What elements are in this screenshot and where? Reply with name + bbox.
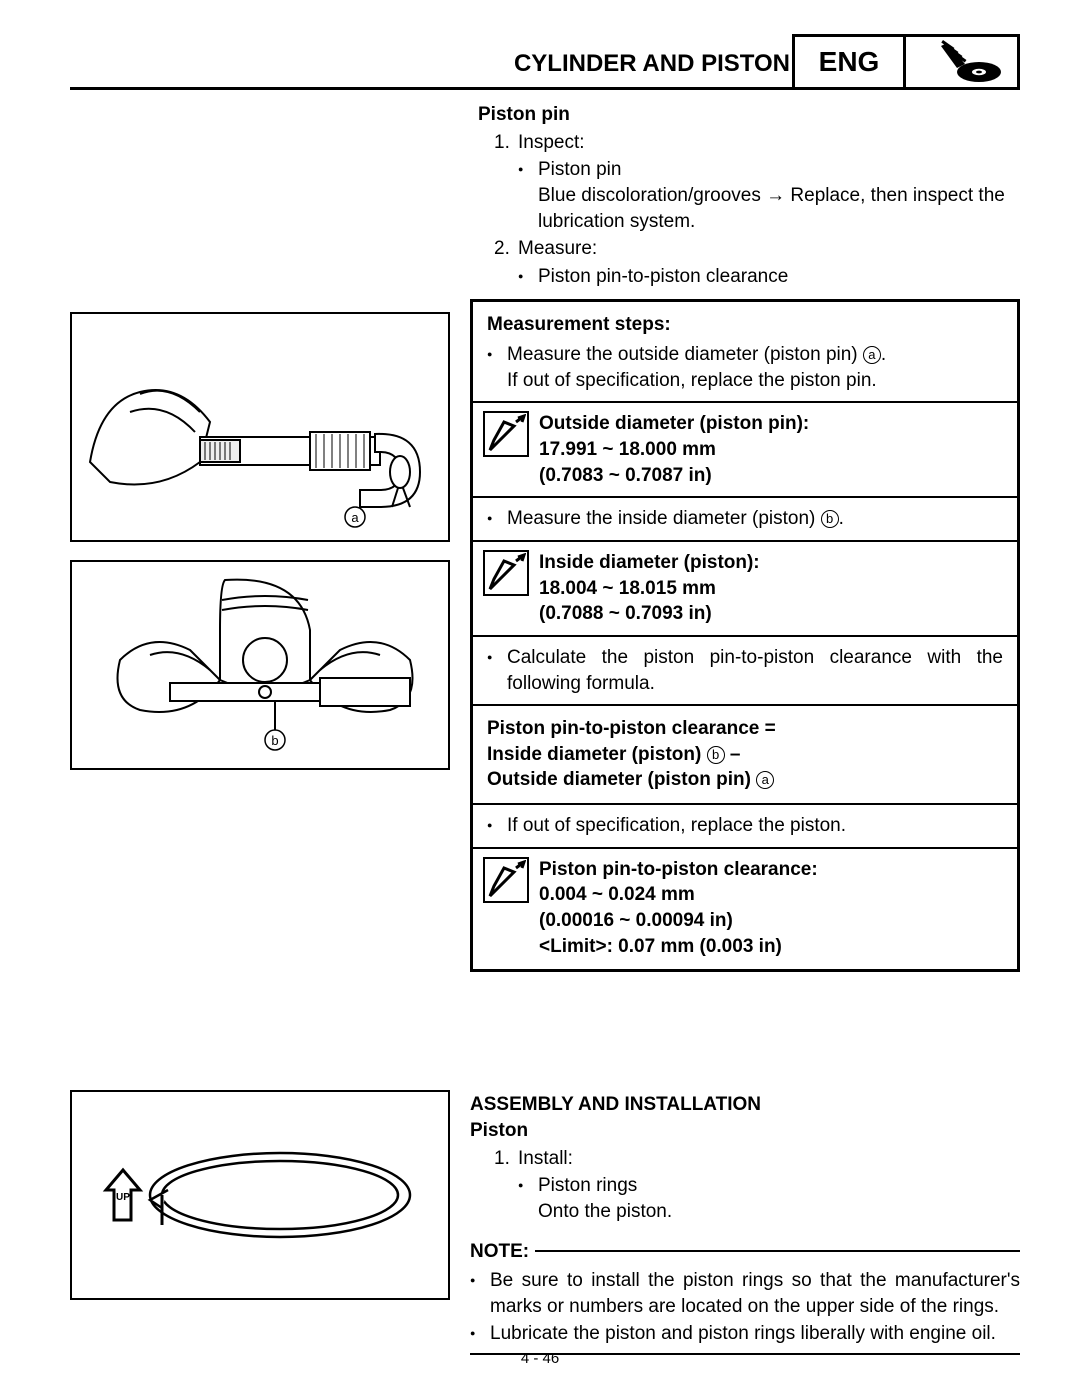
note-bullet-2: Lubricate the piston and piston rings li… [490,1321,1020,1347]
header-title: CYLINDER AND PISTON [514,50,790,78]
svg-text:a: a [351,510,359,525]
step-2-bullet: Piston pin-to-piston clearance [538,264,1020,290]
spec-outside-diameter: Outside diameter (piston pin): 17.991 ~ … [473,401,1017,498]
clearance-formula: Piston pin-to-piston clearance = Inside … [473,704,1017,805]
spec-icon [483,857,529,903]
assembly-heading-2: Piston [470,1118,1020,1144]
measure-bullet-1: Measure the outside diameter (piston pin… [507,344,858,365]
note-bullet-1: Be sure to install the piston rings so t… [490,1268,1020,1319]
svg-text:b: b [271,733,278,748]
measure-bullet-4: If out of specification, replace the pis… [507,813,1003,839]
illustration-micrometer: a [70,312,450,542]
spec-icon [483,550,529,596]
measure-bullet-3: Calculate the piston pin-to-piston clear… [507,645,1003,696]
note-header: NOTE: [470,1239,1020,1265]
assembly-heading-1: ASSEMBLY AND INSTALLATION [470,1092,1020,1118]
ref-a: a [863,346,881,364]
measurement-title: Measurement steps: [487,312,1003,338]
illustration-bore-gauge: b [70,560,450,770]
assembly-section: ASSEMBLY AND INSTALLATION Piston 1. Inst… [470,1092,1020,1355]
ref-b: b [821,510,839,528]
assembly-step-1: 1. Install: Piston rings Onto the piston… [470,1146,1020,1225]
spec-inside-diameter: Inside diameter (piston): 18.004 ~ 18.01… [473,540,1017,637]
step-1: 1. Inspect: Piston pin Blue discoloratio… [470,130,1020,235]
spec-icon [483,411,529,457]
measure-bullet-1-note: If out of specification, replace the pis… [507,368,1003,394]
measure-bullet-2: Measure the inside diameter (piston) [507,508,821,529]
header-eng-box: ENG [792,34,906,90]
content-column: Piston pin 1. Inspect: Piston pin Blue d… [470,102,1020,1355]
step-1-sub: Blue discoloration/grooves → Replace, th… [538,183,1020,234]
spec-clearance: Piston pin-to-piston clearance: 0.004 ~ … [473,847,1017,970]
step-1-bullet: Piston pin [538,157,1020,183]
step-1-text: Inspect: [518,130,1020,156]
page-header: CYLINDER AND PISTON ENG [70,40,1020,90]
step-2: 2. Measure: Piston pin-to-piston clearan… [470,236,1020,289]
illustrations-column: a [70,102,450,1355]
page-number: 4 - 46 [0,1350,1080,1367]
measurement-steps-box: Measurement steps: Measure the outside d… [470,299,1020,972]
piston-pin-heading: Piston pin [478,102,1020,128]
svg-text:UP: UP [116,1192,130,1203]
header-engine-icon [906,34,1020,90]
illustration-piston-ring: UP [70,1090,450,1300]
step-2-text: Measure: [518,236,1020,262]
